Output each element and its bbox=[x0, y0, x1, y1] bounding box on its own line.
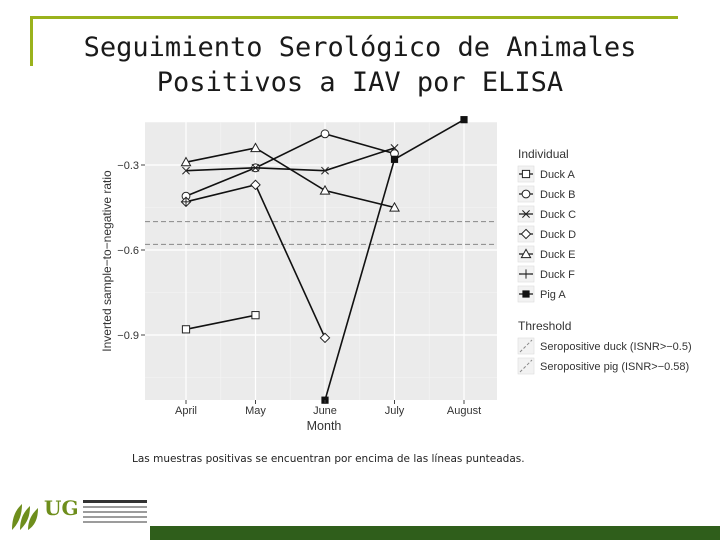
legend-marker-pig-a bbox=[522, 290, 530, 298]
legend-marker-duck-b bbox=[521, 189, 531, 199]
legend-label: Duck B bbox=[540, 189, 575, 201]
data-point-duck-e bbox=[389, 201, 400, 212]
data-point-duck-b bbox=[320, 129, 330, 139]
data-point-duck-c bbox=[182, 166, 190, 175]
x-tick-label: July bbox=[385, 405, 405, 417]
chart-caption: Las muestras positivas se encuentran por… bbox=[132, 453, 525, 465]
legend-label: Duck A bbox=[540, 169, 576, 181]
legend-marker-duck-d bbox=[520, 228, 532, 240]
data-point-pig-a bbox=[460, 116, 468, 124]
series-line-duck-e bbox=[185, 147, 395, 209]
legend-label: Duck D bbox=[540, 229, 576, 241]
data-point-duck-e bbox=[319, 184, 331, 195]
legend-threshold-title: Threshold bbox=[518, 319, 571, 333]
legend-marker-duck-c bbox=[522, 210, 530, 218]
data-point-pig-a bbox=[390, 155, 399, 163]
title-line-2: Positivos a IAV por ELISA bbox=[156, 67, 564, 98]
data-point-duck-e bbox=[250, 142, 261, 153]
legend-marker-duck-a bbox=[521, 169, 531, 179]
legend-label: Duck F bbox=[540, 269, 575, 281]
data-point-duck-d bbox=[319, 332, 331, 344]
legend-threshold-key-line bbox=[519, 339, 533, 353]
y-axis-label: Inverted sample−to−negative ratio bbox=[100, 170, 114, 352]
legend-label: Duck C bbox=[540, 209, 576, 221]
x-tick-label: May bbox=[245, 405, 266, 417]
y-tick-label: −0.6 bbox=[117, 245, 139, 257]
y-tick-label: −0.9 bbox=[117, 330, 139, 342]
x-tick-label: August bbox=[447, 405, 481, 417]
data-point-duck-a bbox=[181, 325, 191, 334]
data-point-duck-d bbox=[250, 179, 261, 191]
legend-threshold-label: Seropositive pig (ISNR>−0.58) bbox=[540, 361, 689, 373]
x-axis-label: Month bbox=[307, 419, 342, 433]
logo-letters: UG bbox=[44, 496, 79, 520]
title-accent-bar bbox=[30, 16, 33, 66]
x-tick-label: June bbox=[313, 405, 337, 417]
data-point-duck-c bbox=[390, 144, 399, 152]
data-point-duck-c bbox=[321, 166, 329, 175]
data-point-duck-f bbox=[181, 197, 191, 207]
plot-panel bbox=[145, 122, 497, 400]
legend-threshold-key-line bbox=[519, 359, 533, 373]
university-logo: UG bbox=[8, 496, 150, 538]
legend-title: Individual bbox=[518, 147, 569, 161]
data-point-duck-e bbox=[180, 156, 192, 167]
series-line-duck-b bbox=[185, 132, 395, 197]
data-point-duck-a bbox=[251, 311, 260, 320]
x-tick-label: April bbox=[175, 405, 197, 417]
data-point-duck-c bbox=[251, 163, 260, 172]
logo-leaf-icon bbox=[12, 504, 38, 530]
legend-label: Pig A bbox=[540, 289, 566, 301]
footer-bar bbox=[150, 526, 720, 540]
logo-text-lines bbox=[83, 500, 147, 526]
title-accent-line bbox=[30, 16, 678, 19]
title-line-1: Seguimiento Serológico de Animales bbox=[83, 32, 637, 63]
legend-marker-duck-e bbox=[520, 248, 532, 259]
legend-label: Duck E bbox=[540, 249, 575, 261]
y-tick-label: −0.3 bbox=[117, 160, 139, 172]
series-line-duck-a bbox=[185, 314, 256, 331]
slide-title: Seguimiento Serológico de Animales Posit… bbox=[40, 30, 680, 100]
legend-threshold-label: Seropositive duck (ISNR>−0.5) bbox=[540, 341, 692, 353]
legend-marker-duck-f bbox=[521, 269, 531, 279]
